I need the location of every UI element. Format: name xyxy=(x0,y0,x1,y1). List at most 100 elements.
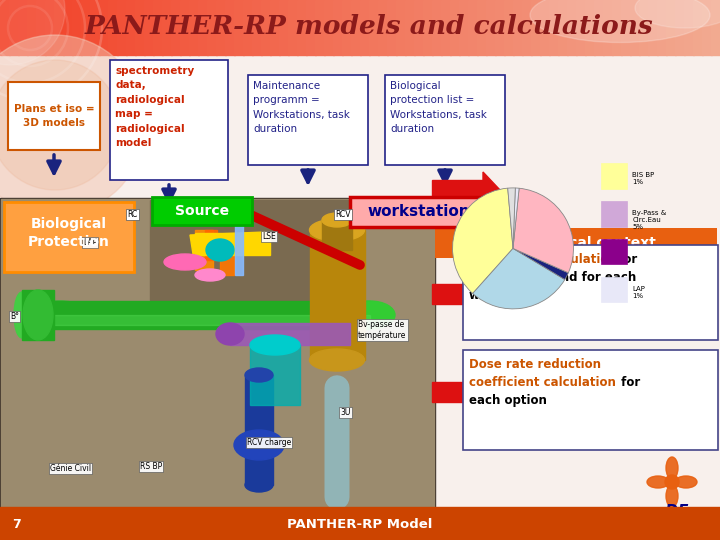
Text: Génie Civil: Génie Civil xyxy=(50,464,91,473)
Polygon shape xyxy=(483,276,500,312)
Ellipse shape xyxy=(164,254,206,270)
Ellipse shape xyxy=(310,349,364,371)
Bar xyxy=(90,0,100,55)
Bar xyxy=(666,0,676,55)
Text: RS BP: RS BP xyxy=(140,462,162,471)
Circle shape xyxy=(665,475,679,489)
Bar xyxy=(702,0,712,55)
Bar xyxy=(468,0,478,55)
Ellipse shape xyxy=(322,213,352,227)
Bar xyxy=(195,230,213,270)
FancyBboxPatch shape xyxy=(435,228,717,258)
FancyBboxPatch shape xyxy=(463,350,718,450)
Bar xyxy=(504,0,514,55)
Text: eDF: eDF xyxy=(655,504,689,519)
Ellipse shape xyxy=(530,0,710,43)
Ellipse shape xyxy=(647,476,669,488)
Bar xyxy=(198,0,208,55)
Bar xyxy=(81,0,91,55)
Ellipse shape xyxy=(216,323,244,345)
Text: RCV: RCV xyxy=(335,210,351,219)
FancyBboxPatch shape xyxy=(110,60,228,180)
Ellipse shape xyxy=(30,301,90,329)
Text: Biological
Protection: Biological Protection xyxy=(28,217,110,249)
Bar xyxy=(30,301,370,329)
Bar xyxy=(585,0,595,55)
Bar xyxy=(495,0,505,55)
Bar xyxy=(306,0,316,55)
Bar xyxy=(657,0,667,55)
Bar xyxy=(126,0,136,55)
Bar xyxy=(220,240,234,275)
Bar xyxy=(99,0,109,55)
Bar xyxy=(396,0,406,55)
Bar xyxy=(234,0,244,55)
Bar xyxy=(513,0,523,55)
Bar xyxy=(235,215,243,275)
Text: Source: Source xyxy=(175,204,229,218)
Text: PANTHER-RP models and calculations: PANTHER-RP models and calculations xyxy=(85,15,654,39)
Bar xyxy=(22,290,54,340)
Bar xyxy=(612,0,622,55)
Bar xyxy=(150,200,350,300)
Text: B°: B° xyxy=(10,312,19,321)
Text: 3U: 3U xyxy=(340,408,351,417)
Text: Radiological context: Radiological context xyxy=(496,236,656,250)
Text: RC: RC xyxy=(127,210,138,219)
Text: Plans et iso =
3D models: Plans et iso = 3D models xyxy=(14,104,94,127)
Wedge shape xyxy=(508,188,516,248)
Bar xyxy=(432,180,483,200)
Text: PANTHER-RP Model: PANTHER-RP Model xyxy=(287,517,433,530)
FancyBboxPatch shape xyxy=(385,75,505,165)
Bar xyxy=(270,0,280,55)
Bar xyxy=(351,0,361,55)
Bar xyxy=(288,0,298,55)
Bar xyxy=(549,0,559,55)
Text: for: for xyxy=(614,253,637,266)
Text: BIS BP
1%: BIS BP 1% xyxy=(632,172,654,185)
Bar xyxy=(639,0,649,55)
Bar xyxy=(63,0,73,55)
Bar xyxy=(432,382,483,402)
Text: Biological
protection list =
Workstations, task
duration: Biological protection list = Workstation… xyxy=(390,81,487,134)
Bar xyxy=(225,0,235,55)
Ellipse shape xyxy=(345,301,395,329)
Wedge shape xyxy=(513,188,573,273)
Bar xyxy=(601,201,626,227)
Ellipse shape xyxy=(666,485,678,507)
Bar xyxy=(205,230,217,260)
Bar xyxy=(0,0,10,55)
FancyBboxPatch shape xyxy=(248,75,368,165)
Text: Dose rate reduction: Dose rate reduction xyxy=(469,358,601,371)
Text: for: for xyxy=(617,376,640,389)
Bar xyxy=(711,0,720,55)
Bar xyxy=(522,0,532,55)
Wedge shape xyxy=(513,248,568,280)
Bar xyxy=(387,0,397,55)
Polygon shape xyxy=(483,172,500,208)
Text: 7: 7 xyxy=(12,517,21,530)
Bar xyxy=(441,0,451,55)
Bar xyxy=(369,0,379,55)
Ellipse shape xyxy=(635,0,720,28)
Bar xyxy=(567,0,577,55)
Bar xyxy=(601,164,626,188)
Text: workstation: workstation xyxy=(368,205,470,219)
Text: workstation: workstation xyxy=(469,289,548,302)
Bar xyxy=(144,0,154,55)
Ellipse shape xyxy=(310,219,364,241)
Circle shape xyxy=(0,60,120,190)
Bar xyxy=(630,0,640,55)
Bar xyxy=(531,0,541,55)
Text: By-Pass &
Circ.Eau
5%: By-Pass & Circ.Eau 5% xyxy=(632,210,667,230)
Bar xyxy=(675,0,685,55)
Bar xyxy=(261,0,271,55)
Bar xyxy=(297,0,307,55)
Text: coefficient calculation: coefficient calculation xyxy=(469,376,616,389)
Bar xyxy=(135,0,145,55)
Bar xyxy=(594,0,604,55)
Text: RCV charge: RCV charge xyxy=(247,438,292,447)
Bar xyxy=(45,0,55,55)
Wedge shape xyxy=(473,248,565,309)
Ellipse shape xyxy=(675,476,697,488)
